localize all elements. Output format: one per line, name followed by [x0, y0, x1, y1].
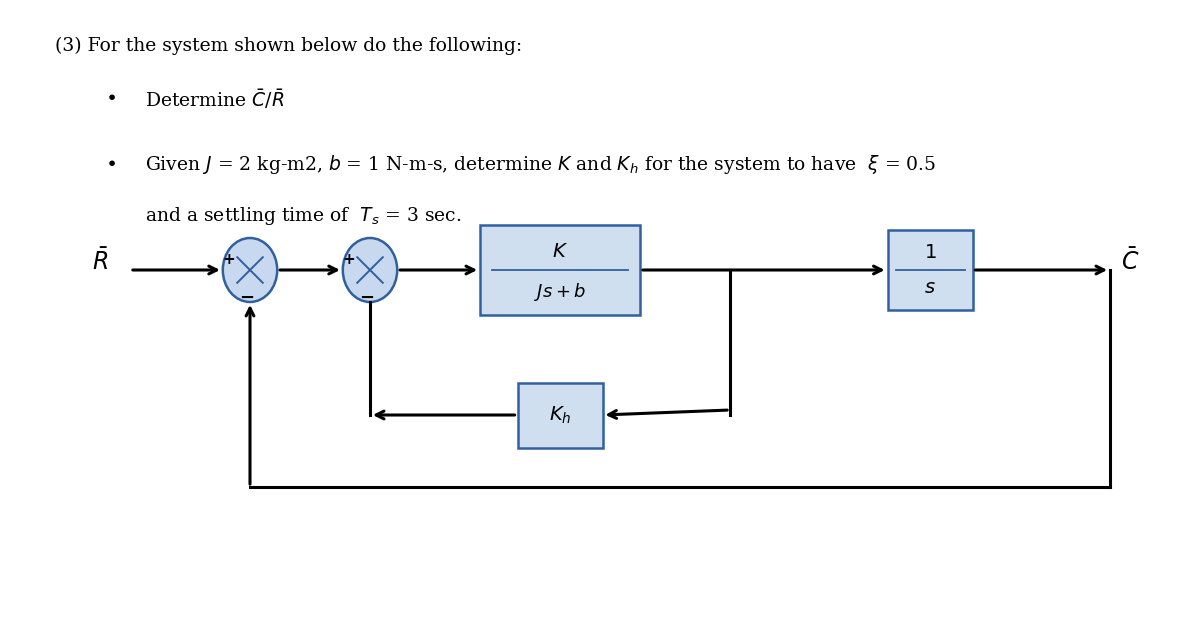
Text: $K_h$: $K_h$ [548, 404, 571, 426]
Text: −: − [240, 289, 254, 307]
Text: $\bullet$: $\bullet$ [106, 153, 116, 171]
Text: $\bar{R}$: $\bar{R}$ [92, 249, 108, 276]
Text: $\bar{C}$: $\bar{C}$ [1121, 249, 1139, 276]
Text: +: + [222, 253, 235, 268]
Text: $K$: $K$ [552, 243, 568, 261]
FancyBboxPatch shape [888, 230, 972, 310]
Text: Given $J$ = 2 kg-m2, $b$ = 1 N-m-s, determine $K$ and $K_h$ for the system to ha: Given $J$ = 2 kg-m2, $b$ = 1 N-m-s, dete… [145, 153, 936, 176]
Text: and a settling time of  $T_s$ = 3 sec.: and a settling time of $T_s$ = 3 sec. [145, 205, 461, 227]
Text: $Js+b$: $Js+b$ [534, 281, 586, 303]
Text: +: + [342, 253, 355, 268]
Text: (3) For the system shown below do the following:: (3) For the system shown below do the fo… [55, 37, 522, 55]
Text: $s$: $s$ [924, 279, 936, 297]
FancyBboxPatch shape [517, 382, 602, 448]
FancyBboxPatch shape [480, 225, 640, 315]
Text: $\bullet$: $\bullet$ [106, 87, 116, 105]
Text: $1$: $1$ [924, 244, 936, 262]
Ellipse shape [223, 238, 277, 302]
Text: −: − [360, 289, 374, 307]
Ellipse shape [343, 238, 397, 302]
Text: Determine $\bar{C}/\bar{R}$: Determine $\bar{C}/\bar{R}$ [145, 87, 284, 111]
